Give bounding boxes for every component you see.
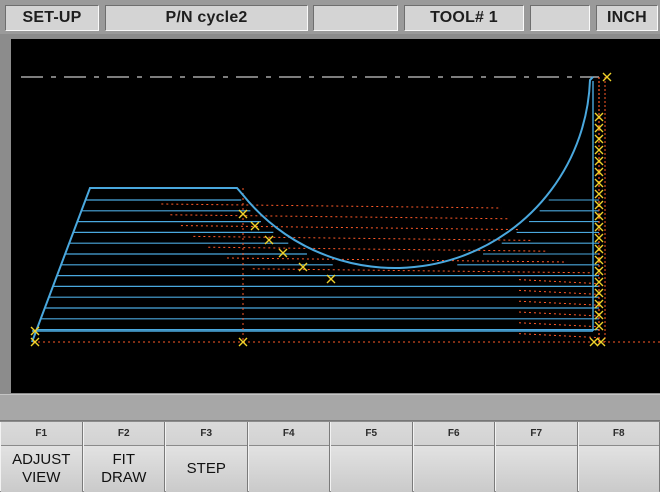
function-key-code: F1	[1, 428, 82, 439]
function-key-code: F2	[84, 428, 165, 439]
point-marker	[595, 190, 603, 198]
rapid-retract	[519, 312, 599, 316]
function-key-f4[interactable]: F4	[248, 422, 331, 491]
point-marker	[279, 249, 287, 257]
function-key-label-line: STEP	[187, 460, 226, 478]
point-marker	[603, 73, 611, 81]
rapid-retract	[519, 301, 599, 305]
function-key-code: F5	[331, 428, 412, 439]
rapid-retract	[519, 323, 599, 327]
function-key-label	[249, 445, 330, 492]
function-key-label	[414, 445, 495, 492]
function-key-code: F3	[166, 428, 247, 439]
rapid-retract	[519, 290, 599, 294]
function-key-f3[interactable]: F3 STEP	[165, 422, 248, 491]
function-key-label	[496, 445, 577, 492]
part-number: P/N cycle2	[105, 5, 308, 31]
rapid-retract	[193, 236, 533, 240]
point-marker	[595, 234, 603, 242]
function-key-label: STEP	[166, 445, 247, 492]
function-key-code: F6	[414, 428, 495, 439]
point-marker	[595, 322, 603, 330]
status-field-empty	[313, 5, 398, 31]
rapid-retract	[253, 269, 593, 273]
rapid-retract	[161, 204, 501, 208]
function-key-code: F4	[249, 428, 330, 439]
finish-profile	[32, 77, 593, 342]
rapid-retract	[181, 226, 521, 230]
function-key-label	[579, 445, 660, 492]
point-marker	[595, 146, 603, 154]
rapid-retract	[170, 215, 510, 219]
status-field-empty	[530, 5, 590, 31]
rapid-retract	[519, 280, 599, 284]
toolpath-drawing	[11, 39, 660, 393]
function-key-f8[interactable]: F8	[578, 422, 660, 491]
toolpath-graphics-view[interactable]	[11, 39, 660, 393]
rapid-retract	[208, 247, 548, 251]
point-marker	[327, 275, 335, 283]
function-key-label-line: ADJUST	[12, 451, 70, 469]
function-key-f6[interactable]: F6	[413, 422, 496, 491]
units-indicator: INCH	[596, 5, 658, 31]
rapid-retract	[227, 258, 567, 262]
rapid-retract	[519, 334, 599, 338]
message-bar	[0, 394, 660, 421]
function-key-label-line: DRAW	[101, 469, 146, 487]
point-marker	[590, 338, 598, 346]
function-key-f7[interactable]: F7	[495, 422, 578, 491]
function-key-label-line: FIT	[113, 451, 136, 469]
function-key-label	[331, 445, 412, 492]
function-key-code: F8	[579, 428, 660, 439]
status-bar: SET-UP P/N cycle2 TOOL# 1 INCH	[0, 0, 660, 34]
tool-indicator: TOOL# 1	[404, 5, 524, 31]
point-marker	[595, 278, 603, 286]
mode-indicator: SET-UP	[5, 5, 99, 31]
function-key-code: F7	[496, 428, 577, 439]
function-key-f5[interactable]: F5	[330, 422, 413, 491]
function-key-label-line: VIEW	[22, 469, 60, 487]
